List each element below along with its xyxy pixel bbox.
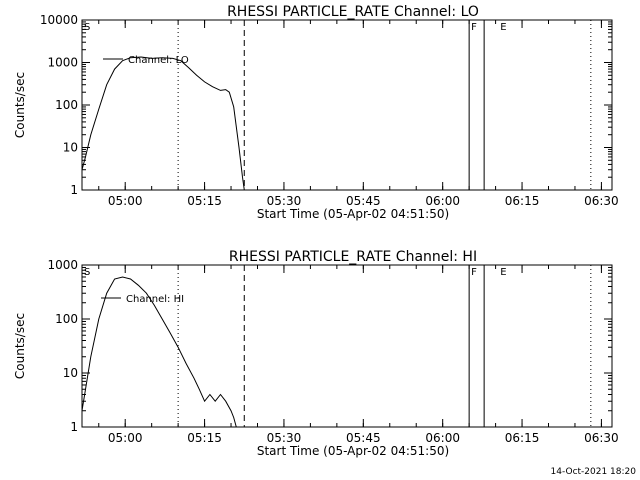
y-tick-label: 100	[55, 312, 78, 326]
marker-label: F	[471, 22, 477, 33]
series-line	[81, 276, 237, 428]
y-tick-label: 1000	[47, 258, 78, 272]
chart-title: RHESSI PARTICLE_RATE Channel: HI	[229, 249, 477, 265]
panel-hi: RHESSI PARTICLE_RATE Channel: HI 05:00 05:…	[13, 249, 619, 458]
x-tick-label: 05:00	[108, 431, 143, 445]
y-tick-label: 1000	[47, 56, 78, 70]
x-tick-label: 06:00	[425, 431, 460, 445]
x-tick-label: 05:15	[187, 431, 222, 445]
x-tick-label: 06:15	[505, 431, 540, 445]
footer-stamp: 14-Oct-2021 18:20	[551, 467, 637, 477]
chart-title: RHESSI PARTICLE_RATE Channel: LO	[227, 4, 479, 20]
series-line	[81, 56, 245, 191]
y-tick-label: 10	[63, 141, 78, 155]
x-axis-label: Start Time (05-Apr-02 04:51:50)	[257, 444, 449, 458]
y-axis-label: Counts/sec	[13, 72, 27, 138]
x-tick-label: 05:00	[108, 194, 143, 208]
x-tick-label: 05:45	[346, 431, 381, 445]
marker-label: F	[471, 267, 477, 278]
plot-frame	[81, 19, 613, 191]
x-tick-label: 06:30	[584, 194, 619, 208]
marker-label: S	[84, 267, 90, 278]
x-tick-label: 05:45	[346, 194, 381, 208]
x-tick-label: 05:15	[187, 194, 222, 208]
y-axis-label: Counts/sec	[13, 313, 27, 379]
legend-label: Channel: LO	[128, 55, 189, 66]
y-tick-label: 1	[70, 420, 78, 434]
y-tick-label: 1	[70, 183, 78, 197]
x-tick-label: 06:30	[584, 431, 619, 445]
y-tick-label: 100	[55, 98, 78, 112]
y-tick-label: 10	[63, 366, 78, 380]
marker-label: S	[84, 22, 90, 33]
x-tick-label: 06:15	[505, 194, 540, 208]
x-tick-label: 05:30	[267, 431, 302, 445]
x-tick-label: 06:00	[425, 194, 460, 208]
y-tick-label: 10000	[40, 13, 78, 27]
plot-frame	[81, 264, 613, 428]
legend-label: Channel: HI	[126, 294, 184, 305]
x-tick-label: 05:30	[267, 194, 302, 208]
marker-label: E	[500, 22, 506, 33]
panel-lo: RHESSI PARTICLE_RATE Channel: LO 05:00 05:…	[13, 4, 619, 221]
x-axis-label: Start Time (05-Apr-02 04:51:50)	[257, 207, 449, 221]
marker-label: E	[500, 267, 506, 278]
